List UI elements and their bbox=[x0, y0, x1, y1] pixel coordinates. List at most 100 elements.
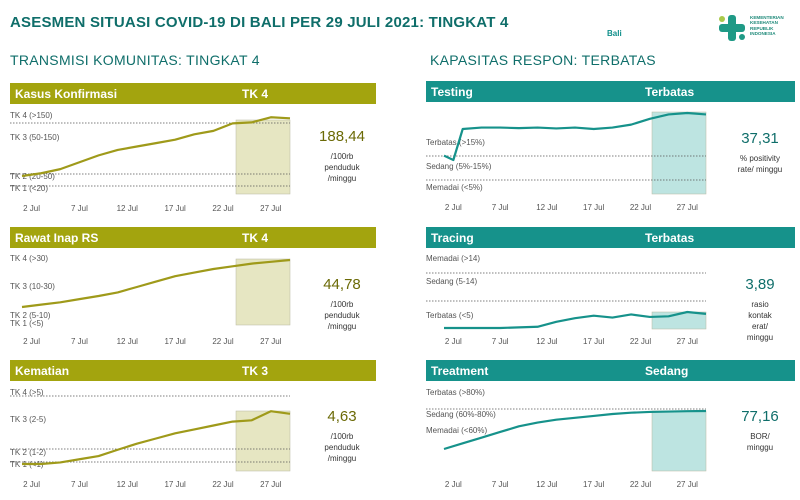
x-tick-label: 12 Jul bbox=[117, 204, 139, 213]
y-level-label: Terbatas (>15%) bbox=[426, 138, 485, 147]
x-tick-label: 7 Jul bbox=[71, 337, 88, 346]
metric-kematian: 4,63 /100rb penduduk/minggu bbox=[308, 408, 376, 464]
metric-value: 37,31 bbox=[741, 130, 779, 147]
chart-rawat-inap: TK 4 (>30) TK 3 (10-30) TK 2 (5-10)TK 1 (<… bbox=[10, 254, 291, 346]
series-line bbox=[443, 111, 707, 162]
x-tick-label: 17 Jul bbox=[583, 337, 605, 346]
metric-value: 3,89 bbox=[745, 276, 775, 293]
panel-label: Treatment bbox=[431, 364, 489, 378]
y-level-label: TK 4 (>30) bbox=[10, 254, 48, 263]
x-tick-label: 27 Jul bbox=[260, 480, 282, 489]
panel-label: Testing bbox=[431, 85, 473, 99]
metric-unit: /100rb penduduk/minggu bbox=[324, 300, 360, 331]
metric-value: 77,16 bbox=[741, 408, 779, 425]
x-tick-label: 12 Jul bbox=[117, 480, 139, 489]
x-tick-label: 12 Jul bbox=[536, 203, 558, 212]
y-level-label: TK 4 (>150) bbox=[10, 111, 53, 120]
x-tick-label: 27 Jul bbox=[260, 337, 282, 346]
x-tick-label: 12 Jul bbox=[117, 337, 139, 346]
y-level-label: Sedang (60%-80%) bbox=[426, 410, 496, 419]
metric-value: 4,63 bbox=[327, 408, 357, 425]
x-tick-label: 2 Jul bbox=[445, 337, 462, 346]
chart-treatment: Terbatas (>80%) Sedang (60%-80%) Memadai (… bbox=[426, 388, 707, 489]
panel-header-treatment: Treatment Sedang bbox=[426, 360, 795, 381]
x-tick-label: 17 Jul bbox=[164, 480, 186, 489]
y-level-label: Terbatas (<5) bbox=[426, 311, 474, 320]
x-tick-label: 27 Jul bbox=[677, 480, 699, 489]
section-title-kapasitas: KAPASITAS RESPON: TERBATAS bbox=[430, 52, 656, 68]
panel-label: Rawat Inap RS bbox=[15, 231, 99, 245]
panel-header-tracing: Tracing Terbatas bbox=[426, 227, 795, 248]
y-level-label: TK 2 (20-50) bbox=[10, 172, 55, 181]
x-tick-label: 22 Jul bbox=[630, 337, 652, 346]
x-tick-label: 7 Jul bbox=[492, 203, 509, 212]
x-tick-label: 22 Jul bbox=[630, 480, 652, 489]
ministry-logo-icon bbox=[719, 15, 745, 41]
x-tick-label: 27 Jul bbox=[260, 204, 282, 213]
highlight-band bbox=[235, 119, 291, 195]
metric-unit: BOR/minggu bbox=[746, 432, 774, 452]
x-tick-label: 27 Jul bbox=[677, 203, 699, 212]
metric-testing: 37,31 % positivity rate/ minggu bbox=[725, 130, 795, 175]
chart-tracing: Memadai (>14) Sedang (5-14) Terbatas (<5) 2… bbox=[426, 254, 707, 346]
page-title: ASESMEN SITUASI COVID-19 DI BALI PER 29 … bbox=[10, 14, 509, 31]
x-tick-label: 17 Jul bbox=[583, 480, 605, 489]
y-level-label: Terbatas (>80%) bbox=[426, 388, 485, 397]
panel-label: Kematian bbox=[15, 364, 70, 378]
panel-header-testing: Testing Terbatas bbox=[426, 81, 795, 102]
metric-unit: rasio kontak erat/minggu bbox=[746, 300, 774, 342]
x-tick-label: 12 Jul bbox=[536, 480, 558, 489]
panel-status: TK 4 bbox=[242, 87, 269, 101]
metric-value: 188,44 bbox=[319, 128, 365, 145]
panel-header-rawat-inap: Rawat Inap RS TK 4 bbox=[10, 227, 376, 248]
section-title-transmisi: TRANSMISI KOMUNITAS: TINGKAT 4 bbox=[10, 52, 260, 68]
y-level-label: TK 1 (<20) bbox=[10, 184, 48, 193]
panel-status: TK 4 bbox=[242, 231, 269, 245]
x-tick-label: 22 Jul bbox=[212, 480, 234, 489]
y-level-label: TK 3 (2-5) bbox=[10, 415, 46, 424]
ministry-logo: KEMENTERIAN KESEHATAN REPUBLIK INDONESIA bbox=[716, 13, 800, 43]
x-tick-label: 2 Jul bbox=[23, 480, 40, 489]
x-tick-label: 22 Jul bbox=[212, 204, 234, 213]
x-tick-label: 7 Jul bbox=[492, 337, 509, 346]
x-tick-label: 7 Jul bbox=[71, 480, 88, 489]
metric-unit: /100rb penduduk/minggu bbox=[324, 432, 360, 463]
panel-status: Terbatas bbox=[645, 85, 695, 99]
x-tick-label: 2 Jul bbox=[445, 480, 462, 489]
x-tick-label: 2 Jul bbox=[23, 204, 40, 213]
highlight-band bbox=[651, 111, 707, 195]
metric-kasus: 188,44 /100rb penduduk/minggu bbox=[308, 128, 376, 184]
y-level-label: TK 2 (5-10) bbox=[10, 311, 51, 320]
metric-treatment: 77,16 BOR/minggu bbox=[725, 408, 795, 453]
y-level-label: Memadai (>14) bbox=[426, 254, 480, 263]
y-level-label: TK 4 (>5) bbox=[10, 388, 44, 397]
x-tick-label: 2 Jul bbox=[23, 337, 40, 346]
y-level-label: TK 3 (50-150) bbox=[10, 133, 60, 142]
x-tick-label: 27 Jul bbox=[677, 337, 699, 346]
y-level-label: TK 1 (<5) bbox=[10, 319, 44, 328]
x-tick-label: 17 Jul bbox=[164, 337, 186, 346]
chart-kasus-konfirmasi: TK 4 (>150) TK 3 (50-150) TK 2 (20-50) TK 1… bbox=[10, 111, 291, 213]
metric-value: 44,78 bbox=[323, 276, 361, 293]
panel-status: Sedang bbox=[645, 364, 689, 378]
metric-rawat-inap: 44,78 /100rb penduduk/minggu bbox=[308, 276, 376, 332]
panel-header-kasus: Kasus Konfirmasi TK 4 bbox=[10, 83, 376, 104]
chart-testing: Terbatas (>15%) Sedang (5%-15%) Memadai (<… bbox=[426, 111, 707, 212]
y-level-label: Memadai (<60%) bbox=[426, 426, 487, 435]
metric-unit: /100rb penduduk/minggu bbox=[324, 152, 360, 183]
panel-status: Terbatas bbox=[645, 231, 695, 245]
panel-label: Kasus Konfirmasi bbox=[15, 87, 118, 101]
region-label: Bali bbox=[607, 29, 622, 38]
ministry-logo-text: KEMENTERIAN KESEHATAN REPUBLIK INDONESIA bbox=[750, 15, 784, 37]
y-level-label: TK 2 (1-2) bbox=[10, 448, 46, 457]
y-level-label: TK 3 (10-30) bbox=[10, 282, 55, 291]
chart-kematian: TK 4 (>5)TK 3 (2-5)TK 2 (1-2)TK 1 (<1)2 … bbox=[10, 388, 291, 489]
x-tick-label: 7 Jul bbox=[492, 480, 509, 489]
x-tick-label: 17 Jul bbox=[583, 203, 605, 212]
x-tick-label: 22 Jul bbox=[212, 337, 234, 346]
x-tick-label: 22 Jul bbox=[630, 203, 652, 212]
panel-label: Tracing bbox=[431, 231, 474, 245]
x-tick-label: 2 Jul bbox=[445, 203, 462, 212]
metric-tracing: 3,89 rasio kontak erat/minggu bbox=[725, 276, 795, 343]
highlight-band bbox=[235, 258, 291, 326]
